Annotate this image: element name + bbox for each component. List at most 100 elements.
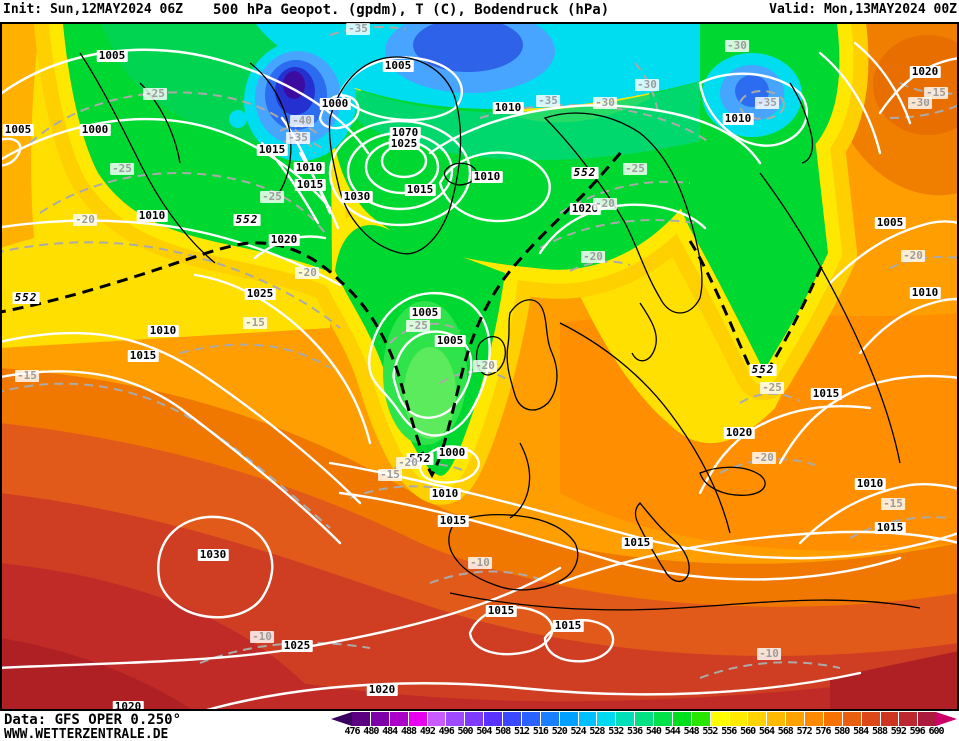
colorbar-segment: [446, 712, 466, 726]
colorbar-tick-label: 560: [740, 726, 756, 737]
temperature-label: -20: [396, 456, 420, 469]
pressure-label: 1015: [256, 143, 288, 156]
colorbar-segment: [635, 712, 654, 726]
data-source-label: Data: GFS OPER 0.250°: [4, 712, 182, 728]
pressure-label: 1020: [268, 233, 300, 246]
colorbar-right-arrow: [936, 712, 957, 726]
colorbar-tick-label: 476: [344, 726, 360, 737]
temperature-label: -15: [15, 369, 39, 382]
temperature-label: -20: [593, 197, 617, 210]
temperature-label: -35: [536, 94, 560, 107]
colorbar-tick-label: 484: [382, 726, 398, 737]
temperature-label: -10: [250, 630, 274, 643]
colorbar-segment: [484, 712, 503, 726]
header-bar: Init: Sun,12MAY2024 06Z 500 hPa Geopot. …: [0, 0, 959, 22]
colorbar-segment: [918, 712, 937, 726]
colorbar-segment: [370, 712, 390, 726]
colorbar-segment: [540, 712, 560, 726]
colorbar-tick-label: 488: [400, 726, 417, 737]
colorbar-tick-label: 564: [758, 726, 775, 737]
temperature-label: -25: [110, 162, 134, 175]
pressure-label: 1010: [492, 101, 524, 114]
colorbar-tick-label: 504: [476, 726, 492, 737]
colorbar-segment: [729, 712, 749, 726]
pressure-label: 1030: [341, 190, 373, 203]
pressure-label: 1070: [389, 126, 421, 139]
colorbar-segment: [408, 712, 428, 726]
colorbar-tick-label: 512: [514, 726, 530, 737]
chart-title: 500 hPa Geopot. (gpdm), T (C), Bodendruc…: [213, 2, 610, 18]
colorbar-segment: [767, 712, 787, 726]
pressure-label: 1010: [722, 112, 754, 125]
colorbar-tick-label: 508: [495, 726, 511, 737]
pressure-label: 1030: [197, 548, 229, 561]
geopotential-label: 552: [571, 166, 599, 179]
pressure-label: 1020: [723, 426, 755, 439]
colorbar-segment: [521, 712, 541, 726]
pressure-label: 1000: [319, 97, 351, 110]
temperature-label: -25: [760, 381, 784, 394]
pressure-label: 1005: [434, 334, 466, 347]
colorbar-tick-label: 540: [645, 726, 662, 737]
colorbar-tick-label: 568: [777, 726, 794, 737]
temperature-label: -15: [378, 468, 402, 481]
map-labels: 1005 1000 1005 1015 1010 1015 1010 1020 1005 1000…: [0, 23, 959, 709]
pressure-label: 1010: [147, 324, 179, 337]
colorbar-segment: [465, 712, 485, 726]
temperature-label: -10: [757, 647, 781, 660]
colorbar-segment: [823, 712, 843, 726]
init-time-label: Init: Sun,12MAY2024 06Z: [3, 2, 184, 17]
colorbar-ticks: 476 480 484 488 492 496 500 504 508 512 516 520 524 5…: [344, 726, 944, 738]
colorbar-segment: [899, 712, 919, 726]
pressure-label: 1010: [293, 161, 325, 174]
colorbar-segment: [842, 712, 862, 726]
pressure-label: 1015: [874, 521, 906, 534]
colorbar-segment: [748, 712, 768, 726]
colorbar-segment: [559, 712, 579, 726]
temperature-label: -35: [286, 131, 310, 144]
geopotential-label: 552: [233, 213, 261, 226]
colorbar-segment: [710, 712, 730, 726]
colorbar-segment: [389, 712, 409, 726]
geopotential-label: 552: [12, 291, 40, 304]
colorbar-left-arrow: [331, 712, 352, 726]
colorbar-segment: [597, 712, 617, 726]
temperature-label: -15: [924, 86, 948, 99]
pressure-label: 1015: [485, 604, 517, 617]
temperature-label: -10: [468, 556, 492, 569]
colorbar-segment: [861, 712, 881, 726]
colorbar-segment: [691, 712, 711, 726]
temperature-label: -20: [581, 250, 605, 263]
colorbar-segment: [786, 712, 805, 726]
pressure-label: 1000: [79, 123, 111, 136]
pressure-label: 1020: [366, 683, 398, 696]
temperature-label: -40: [290, 114, 314, 127]
map-area: 1005 1000 1005 1015 1010 1015 1010 1020 1005 1000…: [0, 22, 959, 711]
pressure-label: 1025: [281, 639, 313, 652]
temperature-label: -35: [755, 96, 779, 109]
colorbar-segment: [352, 712, 371, 726]
colorbar-segment: [616, 712, 636, 726]
colorbar-tick-label: 576: [815, 726, 831, 737]
pressure-label: 1015: [404, 183, 436, 196]
temperature-label: -20: [473, 359, 497, 372]
pressure-label: 1010: [429, 487, 461, 500]
colorbar-tick-label: 492: [419, 726, 436, 737]
colorbar-segment: [880, 712, 900, 726]
colorbar-tick-label: 528: [589, 726, 605, 737]
temperature-label: -25: [406, 319, 430, 332]
pressure-label: 1005: [382, 59, 414, 72]
pressure-label: 1025: [388, 137, 420, 150]
colorbar-segment: [654, 712, 673, 726]
colorbar-tick-label: 516: [532, 726, 549, 737]
temperature-label: -20: [295, 266, 319, 279]
pressure-label: 1015: [294, 178, 326, 191]
pressure-label: 1015: [127, 349, 159, 362]
website-label: WWW.WETTERZENTRALE.DE: [4, 727, 169, 741]
pressure-label: 1005: [409, 306, 441, 319]
colorbar-tick-label: 544: [664, 726, 681, 737]
temperature-label: -30: [593, 96, 617, 109]
colorbar-tick-label: 592: [890, 726, 907, 737]
temperature-label: -15: [243, 316, 267, 329]
